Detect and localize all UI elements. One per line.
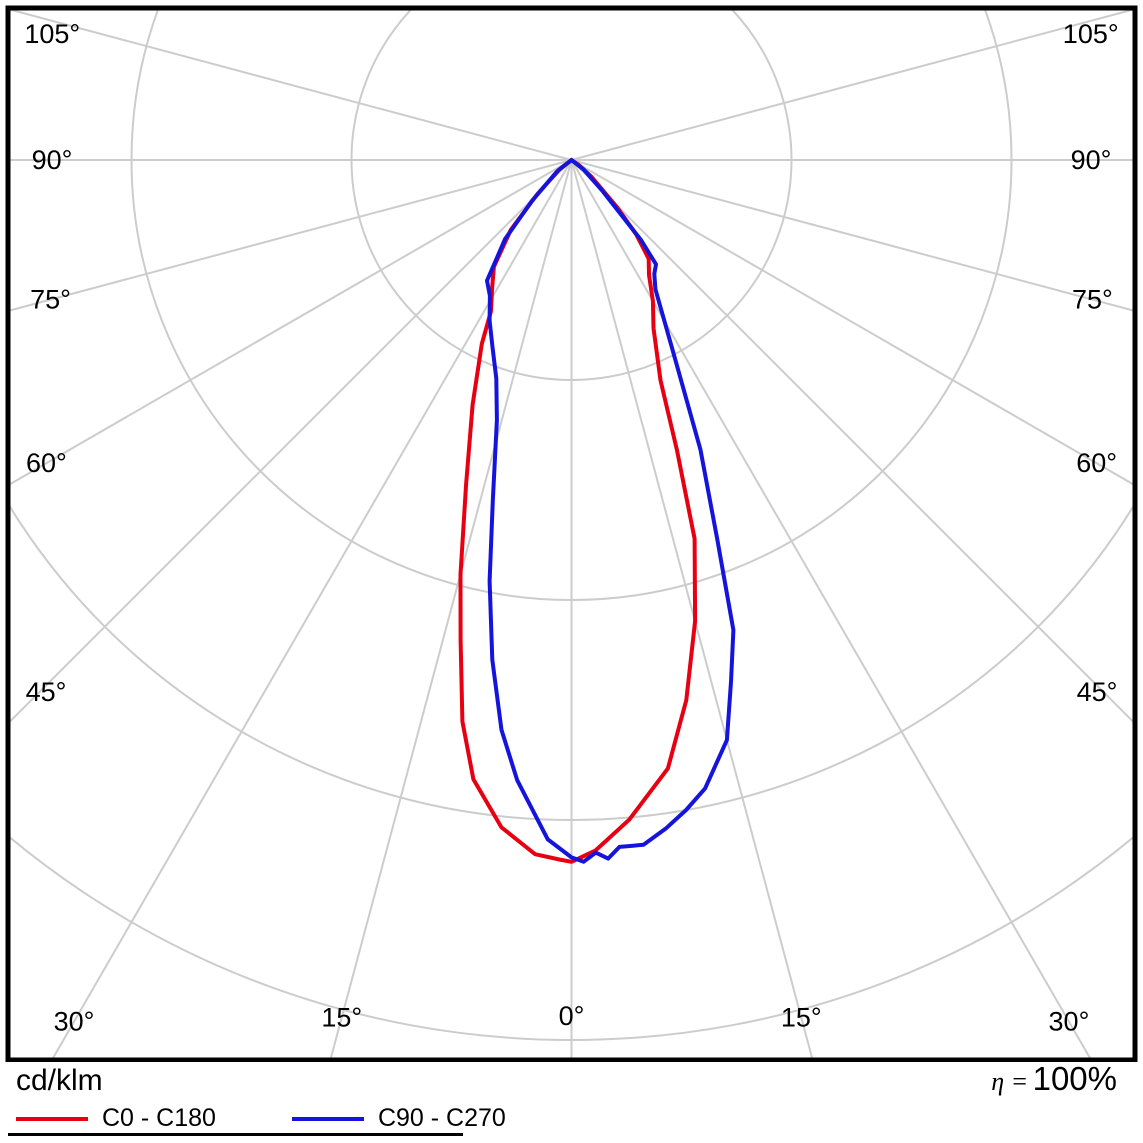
grid-radial-line [570,159,1092,1058]
angle-tick-label: 105° [1063,19,1119,49]
polar-grid [10,10,1133,1058]
angle-tick-label: 60° [26,448,67,478]
polar-chart: 0° 15° 15° 30° 30° 45° 45° 60° 60° 75° 75° 90° 90° 10… [5,5,1138,1062]
chart-frame [5,5,1138,1062]
grid-radial-line [570,159,1133,486]
angle-tick-label: 45° [26,677,67,707]
angle-tick-label: 30° [54,1007,95,1037]
grid-radial-line [571,10,1133,161]
efficiency-label: η = 100% [991,1060,1117,1098]
grid-radial-line [571,159,1133,312]
angle-tick-label: 75° [30,285,71,315]
unit-label: cd/klm [16,1064,103,1097]
angle-tick-label: 15° [781,1002,822,1032]
legend: C0 - C180 C90 - C270 [16,1104,506,1133]
grid-radial-line [51,159,573,1058]
legend-label-c90-c270: C90 - C270 [377,1104,506,1132]
legend-item: C90 - C270 [291,1104,506,1133]
angle-tick-label: 15° [321,1002,362,1032]
grid-radial-line [10,159,573,723]
angle-tick-label: 105° [24,19,80,49]
grid-radial-line [570,159,1133,723]
angle-tick-label: 75° [1072,285,1113,315]
legend-item: C0 - C180 [16,1104,216,1133]
angle-tick-label: 30° [1049,1007,1090,1037]
angle-tick-label: 0° [559,1001,585,1031]
efficiency-value: 100% [1032,1060,1117,1097]
angle-tick-labels: 0° 15° 15° 30° 30° 45° 45° 60° 60° 75° 75° 90° 90° 10… [24,19,1118,1037]
grid-radial-line [10,159,572,312]
bottom-divider [8,1133,463,1136]
legend-swatch-c0-c180 [16,1116,88,1121]
angle-tick-label: 60° [1076,448,1117,478]
grid-radial-line [10,159,573,486]
polar-chart-svg: 0° 15° 15° 30° 30° 45° 45° 60° 60° 75° 75° 90° 90° 10… [5,5,1138,1062]
curve-c90-c270 [485,158,736,864]
angle-tick-label: 90° [1071,145,1112,175]
grid-radial-line [570,159,814,1058]
legend-swatch-c90-c270 [291,1116,364,1121]
grid-radial-line [10,10,572,161]
angle-tick-label: 90° [32,145,73,175]
angle-tick-label: 45° [1077,677,1118,707]
grid-radial-line [329,159,573,1058]
legend-label-c0-c180: C0 - C180 [102,1104,216,1132]
chart-footer: cd/klm η = 100% C0 - C180 C90 - C270 [0,1060,1143,1143]
efficiency-symbol: η = [991,1067,1029,1096]
